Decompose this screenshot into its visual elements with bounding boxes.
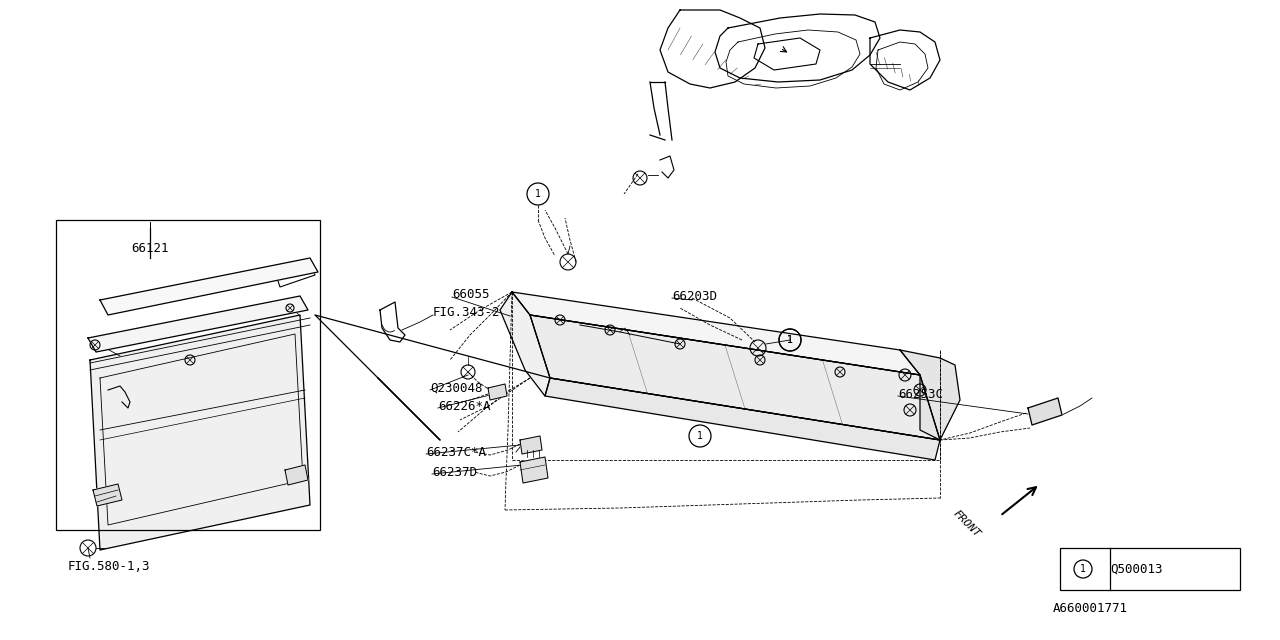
Text: 1: 1 bbox=[787, 335, 792, 345]
Text: 66237C*A: 66237C*A bbox=[426, 445, 486, 458]
Text: 66226*A: 66226*A bbox=[438, 399, 490, 413]
Polygon shape bbox=[285, 465, 308, 485]
Polygon shape bbox=[520, 436, 541, 454]
Text: 66121: 66121 bbox=[132, 241, 169, 255]
Text: 66055: 66055 bbox=[452, 289, 489, 301]
Bar bbox=[56, 220, 320, 530]
Polygon shape bbox=[512, 292, 920, 375]
Text: 1: 1 bbox=[535, 189, 541, 199]
Polygon shape bbox=[500, 292, 550, 396]
Polygon shape bbox=[90, 315, 310, 550]
Text: Q500013: Q500013 bbox=[1110, 563, 1162, 575]
Text: 1: 1 bbox=[787, 335, 792, 345]
Polygon shape bbox=[545, 378, 940, 460]
Polygon shape bbox=[88, 296, 308, 352]
Polygon shape bbox=[488, 384, 507, 400]
Text: FRONT: FRONT bbox=[951, 509, 982, 540]
Text: 1: 1 bbox=[1080, 564, 1085, 574]
Text: FIG.580-1,3: FIG.580-1,3 bbox=[68, 559, 151, 573]
Text: 66203D: 66203D bbox=[672, 289, 717, 303]
Bar bbox=[1060, 548, 1240, 590]
Polygon shape bbox=[1028, 398, 1062, 425]
Polygon shape bbox=[100, 258, 317, 315]
Text: FIG.343-2: FIG.343-2 bbox=[433, 307, 500, 319]
Text: 66237D: 66237D bbox=[433, 465, 477, 479]
Polygon shape bbox=[900, 350, 960, 440]
Text: Q230048: Q230048 bbox=[430, 381, 483, 394]
Polygon shape bbox=[530, 315, 940, 440]
Text: A660001771: A660001771 bbox=[1052, 602, 1128, 614]
Text: 1: 1 bbox=[698, 431, 703, 441]
Polygon shape bbox=[520, 457, 548, 483]
Text: 66253C: 66253C bbox=[899, 387, 943, 401]
Polygon shape bbox=[93, 484, 122, 506]
